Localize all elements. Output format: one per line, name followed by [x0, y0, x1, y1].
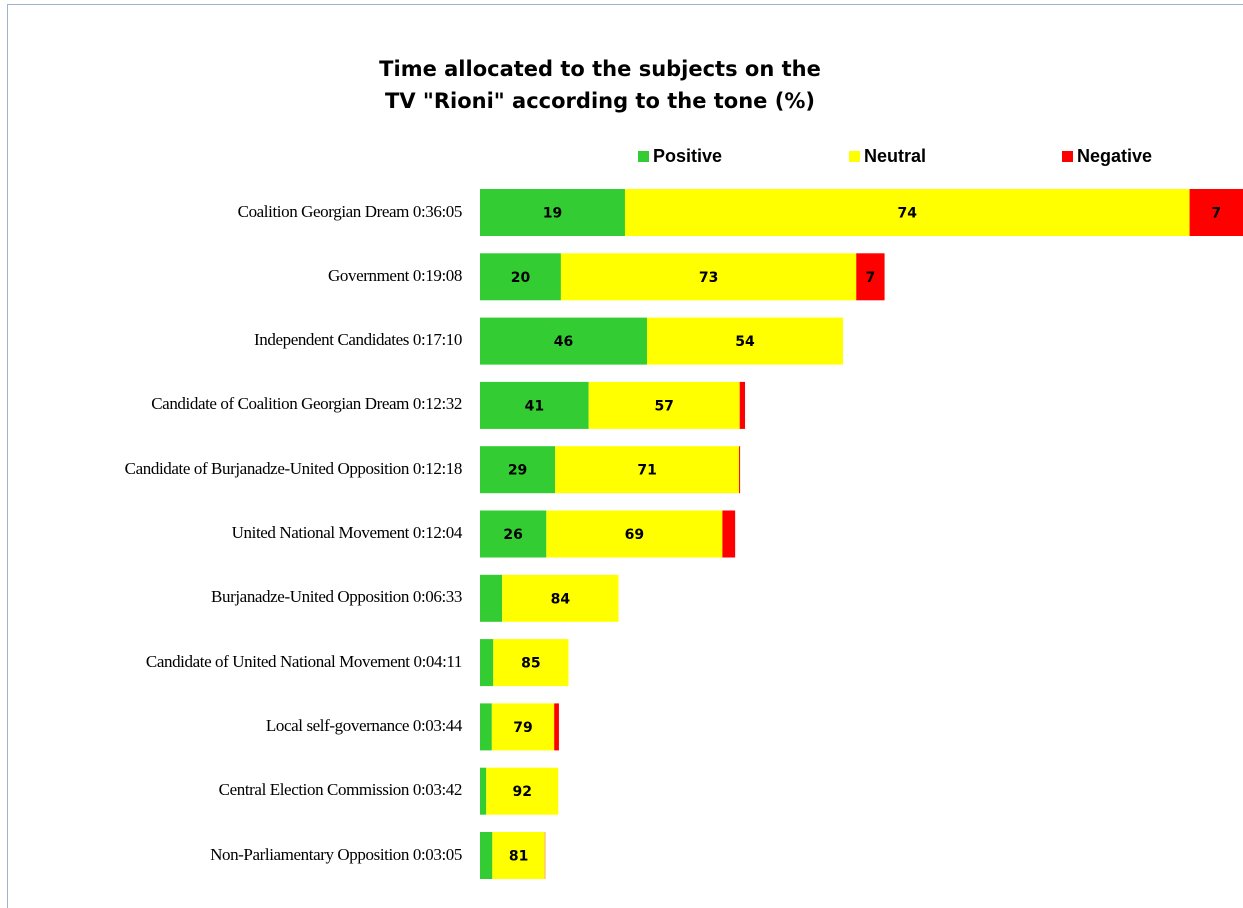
data-label: 19	[543, 206, 562, 222]
data-label: 57	[654, 398, 673, 414]
category-label: Independent Candidates 0:17:10	[253, 330, 462, 350]
data-label: 46	[554, 334, 573, 350]
bar-segment-negative	[554, 703, 559, 751]
category-label: Burjanadze-United Opposition 0:06:33	[211, 587, 462, 607]
bar-segment-neutral	[546, 510, 723, 558]
category-label: Candidate of Coalition Georgian Dream 0:…	[151, 394, 462, 414]
data-label: 69	[625, 527, 644, 543]
data-label: 7	[1211, 206, 1221, 222]
bar-segment-positive	[480, 639, 494, 687]
legend-swatch-negative	[1062, 151, 1073, 162]
category-label: Coalition Georgian Dream 0:36:05	[237, 201, 463, 221]
data-label: 92	[513, 784, 532, 800]
category-label: Government 0:19:08	[328, 265, 462, 285]
bar-segment-neutral	[624, 189, 1190, 236]
chart-title-line-2: TV "Rioni" according to the tone (%)	[385, 89, 815, 113]
bar-segment-positive	[480, 253, 561, 301]
data-label: 84	[551, 591, 571, 607]
legend-label-neutral: Neutral	[864, 146, 927, 166]
bar-segment-neutral	[502, 574, 619, 622]
data-label: 29	[508, 463, 527, 479]
bar-segment-neutral	[646, 317, 843, 365]
bar-segment-neutral	[555, 446, 740, 494]
bar-segment-positive	[480, 381, 589, 429]
data-label: 85	[521, 656, 540, 672]
bar-segment-positive	[480, 189, 625, 236]
legend-swatch-neutral	[849, 151, 860, 162]
bar-segment-negative	[722, 510, 736, 558]
data-label: 79	[513, 720, 532, 736]
data-label: 20	[511, 270, 531, 286]
legend-item-positive: Positive	[638, 146, 722, 167]
bar-segment-negative	[739, 381, 746, 429]
bar-segment-neutral	[588, 381, 740, 429]
data-label: 74	[898, 206, 918, 222]
data-label: 26	[503, 527, 522, 543]
legend-label-negative: Negative	[1077, 146, 1153, 166]
data-label: 81	[509, 849, 528, 865]
bar-segment-positive	[480, 767, 487, 815]
category-label: Central Election Commission 0:03:42	[218, 780, 463, 800]
data-label: 73	[699, 270, 718, 286]
legend-item-neutral: Neutral	[849, 146, 926, 167]
bar-segment-neutral	[492, 832, 545, 879]
data-label: 71	[637, 463, 656, 479]
bar-segment-negative	[739, 446, 741, 494]
bar-segment-positive	[480, 446, 556, 494]
chart-frame	[7, 4, 1243, 908]
data-label: 54	[735, 334, 755, 350]
bar-segment-positive	[480, 703, 492, 751]
category-label: United National Movement 0:12:04	[231, 523, 463, 542]
legend-swatch-positive	[638, 151, 649, 162]
category-label: Local self-governance 0:03:44	[265, 715, 463, 735]
bar-segment-positive	[480, 510, 547, 558]
legend-item-negative: Negative	[1062, 146, 1152, 167]
bar-segment-positive	[480, 574, 503, 622]
bar-segment-neutral	[493, 639, 569, 687]
bar-segment-positive	[480, 832, 493, 879]
bar-segment-neutral	[486, 767, 559, 815]
bar-segment-positive	[480, 317, 647, 365]
category-label: Candidate of United National Movement 0:…	[145, 651, 463, 671]
bar-segment-negative	[1189, 189, 1243, 236]
legend-label-positive: Positive	[653, 146, 723, 166]
data-label: 41	[525, 398, 544, 414]
chart-title: Time allocated to the subjects on the TV…	[330, 53, 870, 117]
bar-segment-negative	[856, 253, 885, 301]
category-label: Non-Parliamentary Opposition 0:03:05	[210, 844, 462, 864]
data-label: 7	[866, 270, 876, 286]
bar-segment-neutral	[491, 703, 555, 751]
category-label: Candidate of Burjanadze-United Oppositio…	[124, 458, 463, 478]
bar-segment-neutral	[560, 253, 857, 301]
chart-title-line-1: Time allocated to the subjects on the	[379, 57, 821, 81]
